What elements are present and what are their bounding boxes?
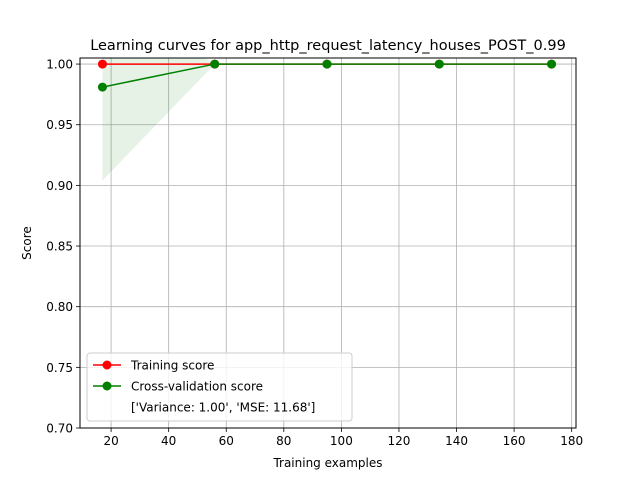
x-tick-label: 160 <box>503 434 526 448</box>
y-tick-label: 0.95 <box>46 118 73 132</box>
tick-layer: 20 40 60 80 100 120 140 160 180 0.70 0.75 0.80 0.85 0… <box>46 58 583 448</box>
plot-frame <box>79 57 577 429</box>
x-tick-label: 20 <box>103 434 118 448</box>
data-point-1 <box>210 59 220 69</box>
x-tick-label: 100 <box>330 434 353 448</box>
x-tick-label: 120 <box>388 434 411 448</box>
data-point-0 <box>97 59 107 69</box>
y-tick-label: 0.85 <box>46 240 73 254</box>
y-tick-label: 1.00 <box>46 58 73 72</box>
x-tick-label: 140 <box>445 434 468 448</box>
confidence-band-1 <box>102 58 552 181</box>
x-tick-label: 180 <box>560 434 583 448</box>
y-tick-label: 0.80 <box>46 300 73 314</box>
data-point-1 <box>97 82 107 92</box>
data-point-1 <box>434 59 444 69</box>
y-tick-label: 0.90 <box>46 179 73 193</box>
x-tick-label: 80 <box>276 434 291 448</box>
chart-title: Learning curves for app_http_request_lat… <box>90 38 566 54</box>
legend-cv-label: Cross-validation score <box>131 380 263 394</box>
legend-training-marker <box>102 360 112 370</box>
x-tick-label: 60 <box>219 434 234 448</box>
legend-training-label: Training score <box>130 359 214 373</box>
legend-box <box>86 352 353 422</box>
band-layer <box>102 58 552 181</box>
data-point-1 <box>547 59 557 69</box>
data-point-1 <box>322 59 332 69</box>
y-tick-label: 0.70 <box>46 422 73 436</box>
series-layer <box>97 59 557 92</box>
y-axis-label: Score <box>20 226 34 260</box>
y-tick-label: 0.75 <box>46 361 73 375</box>
legend: Training score Cross-validation score ['… <box>86 352 353 422</box>
x-tick-label: 40 <box>161 434 176 448</box>
legend-metrics-note: ['Variance: 1.00', 'MSE: 11.68'] <box>131 401 315 415</box>
legend-cv-marker <box>102 381 112 391</box>
x-axis-label: Training examples <box>272 456 382 470</box>
